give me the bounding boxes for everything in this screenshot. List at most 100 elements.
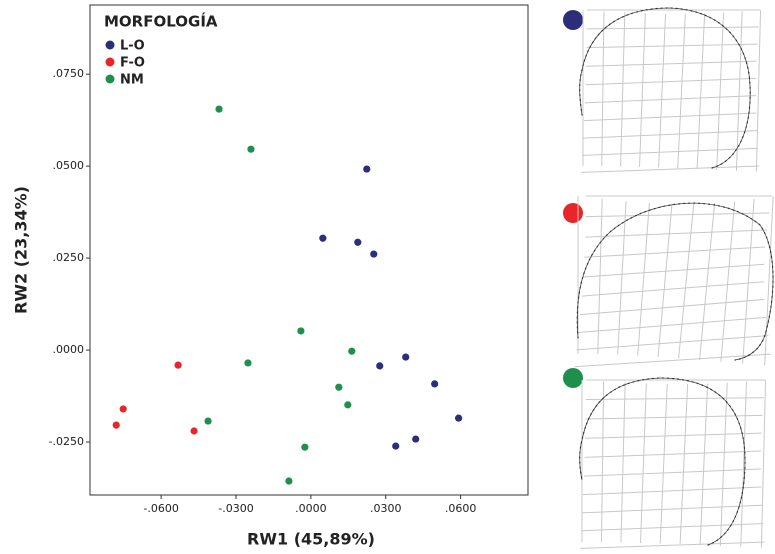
- y-axis-title: RW2 (23,34%): [12, 186, 31, 314]
- data-point: [247, 145, 255, 153]
- data-point: [455, 414, 463, 422]
- grid-warp-line: [601, 11, 605, 167]
- data-point: [431, 380, 439, 388]
- grid-warp-line: [578, 316, 767, 334]
- grid-warp-line: [637, 202, 650, 356]
- legend-marker: [105, 40, 115, 50]
- legend-title: MORFOLOGÍA: [104, 12, 218, 31]
- deformation-grid: [574, 195, 774, 368]
- data-point: [344, 401, 352, 409]
- grid-warp-line: [657, 203, 673, 358]
- data-point: [285, 477, 293, 485]
- shape-outline: [576, 202, 774, 361]
- grid-warp-line: [583, 263, 765, 278]
- data-point: [112, 421, 120, 429]
- data-point: [370, 250, 378, 258]
- grid-warp-line: [585, 77, 757, 86]
- grid-warp-line: [735, 11, 743, 171]
- data-point: [354, 238, 362, 246]
- deformation-grid: [581, 9, 762, 173]
- shape-landmarks: [579, 7, 751, 169]
- y-tick-label: .0250: [53, 251, 85, 264]
- grid-warp-line: [584, 95, 757, 104]
- grid-warp-line: [755, 10, 762, 172]
- grid-warp-line: [581, 281, 765, 297]
- x-tick-label: -.0600: [143, 502, 178, 515]
- group-marker: [563, 368, 583, 388]
- legend-label: F-O: [120, 56, 145, 71]
- data-point: [392, 442, 400, 450]
- grid-warp-line: [696, 13, 706, 170]
- legend-marker: [105, 57, 115, 67]
- grid-warp-line: [580, 541, 765, 549]
- x-axis-title: RW1 (45,89%): [247, 530, 375, 549]
- y-tick-label: -.0250: [49, 435, 84, 448]
- grid-warp-line: [677, 13, 686, 169]
- grid-warp-line: [699, 383, 709, 546]
- x-tick-label: .0000: [295, 502, 327, 515]
- grid-warp-line: [640, 383, 647, 543]
- grid-warp-line: [586, 26, 759, 30]
- data-point: [301, 443, 309, 451]
- grid-warp-line: [742, 198, 755, 364]
- grid-warp-line: [581, 523, 764, 532]
- data-point: [412, 435, 420, 443]
- grid-warp-line: [740, 381, 747, 547]
- grid-warp-line: [586, 60, 757, 67]
- grid-warp-line: [579, 298, 765, 316]
- grid-warp-line: [617, 201, 627, 355]
- grid-warp-line: [583, 130, 758, 139]
- data-point: [119, 405, 127, 413]
- grid-warp-line: [639, 13, 646, 167]
- grid-warp-line: [582, 147, 759, 156]
- grid-warp-line: [585, 229, 768, 238]
- y-tick-label: .0500: [53, 159, 85, 172]
- grid-warp-line: [585, 397, 764, 401]
- data-point: [348, 347, 356, 355]
- grid-warp-line: [716, 12, 725, 170]
- shape-outline: [579, 377, 746, 546]
- shape-landmarks: [576, 202, 774, 361]
- grid-warp-line: [600, 381, 605, 543]
- grid-warp-line: [584, 450, 762, 458]
- legend-label: L-O: [120, 39, 145, 54]
- data-point: [174, 361, 182, 369]
- data-point: [319, 234, 327, 242]
- grid-warp-line: [583, 112, 757, 122]
- grid-warp-line: [585, 432, 762, 439]
- grid-warp-line: [620, 12, 626, 167]
- data-point: [376, 362, 384, 370]
- grid-warp-line: [586, 43, 758, 49]
- grid-warp-line: [597, 198, 603, 355]
- grid-warp-line: [583, 468, 762, 477]
- grid-warp-line: [581, 165, 760, 173]
- group-marker: [563, 203, 583, 223]
- y-tick-label: .0000: [53, 343, 85, 356]
- grid-warp-line: [659, 383, 668, 544]
- grid-warp-line: [582, 504, 763, 514]
- data-point: [335, 383, 343, 391]
- group-marker: [563, 10, 583, 30]
- data-point: [190, 427, 198, 435]
- grid-warp-line: [582, 486, 762, 496]
- grid-warp-line: [658, 13, 667, 168]
- grid-warp-line: [574, 353, 771, 368]
- shape-landmarks: [579, 377, 746, 546]
- data-point: [402, 353, 410, 361]
- data-point: [363, 165, 371, 173]
- data-point: [297, 327, 305, 335]
- legend-label: NM: [120, 73, 144, 88]
- grid-warp-line: [760, 380, 767, 548]
- x-tick-label: .0600: [445, 502, 477, 515]
- deformation-grid: [580, 379, 767, 549]
- grid-warp-line: [719, 382, 728, 546]
- x-tick-label: -.0300: [218, 502, 253, 515]
- grid-warp-line: [679, 383, 689, 545]
- grid-warp-line: [699, 202, 716, 361]
- grid-warp-line: [678, 203, 695, 359]
- data-point: [215, 105, 223, 113]
- y-tick-label: .0750: [53, 67, 85, 80]
- plot-frame: [89, 4, 529, 496]
- grid-warp-line: [585, 212, 770, 218]
